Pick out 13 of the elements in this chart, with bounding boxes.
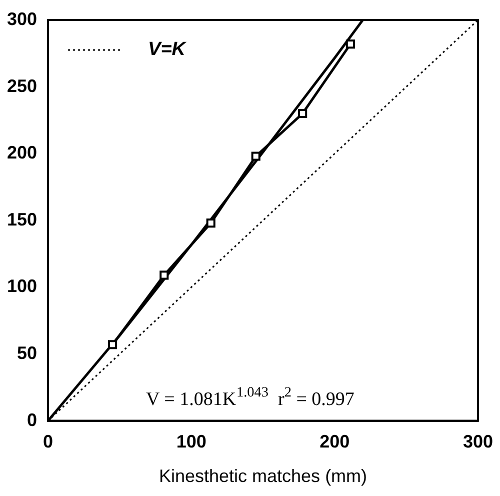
y-tick-label: 150 [6,209,38,230]
x-tick-label: 300 [462,432,494,452]
y-tick-label: 100 [6,276,38,296]
x-axis-title: Kinesthetic matches (mm) [158,466,368,486]
y-tick-label: 200 [6,142,38,163]
y-tick-label: 250 [6,76,38,96]
y-tick-label: 300 [6,8,38,29]
y-tick-label: 50 [17,342,38,363]
x-tick-label: 100 [176,432,206,452]
x-tick-label: 200 [320,432,350,452]
x-tick-label: 0 [43,432,54,452]
y-tick-label: 0 [27,410,38,430]
legend-label: V=K [148,39,187,60]
